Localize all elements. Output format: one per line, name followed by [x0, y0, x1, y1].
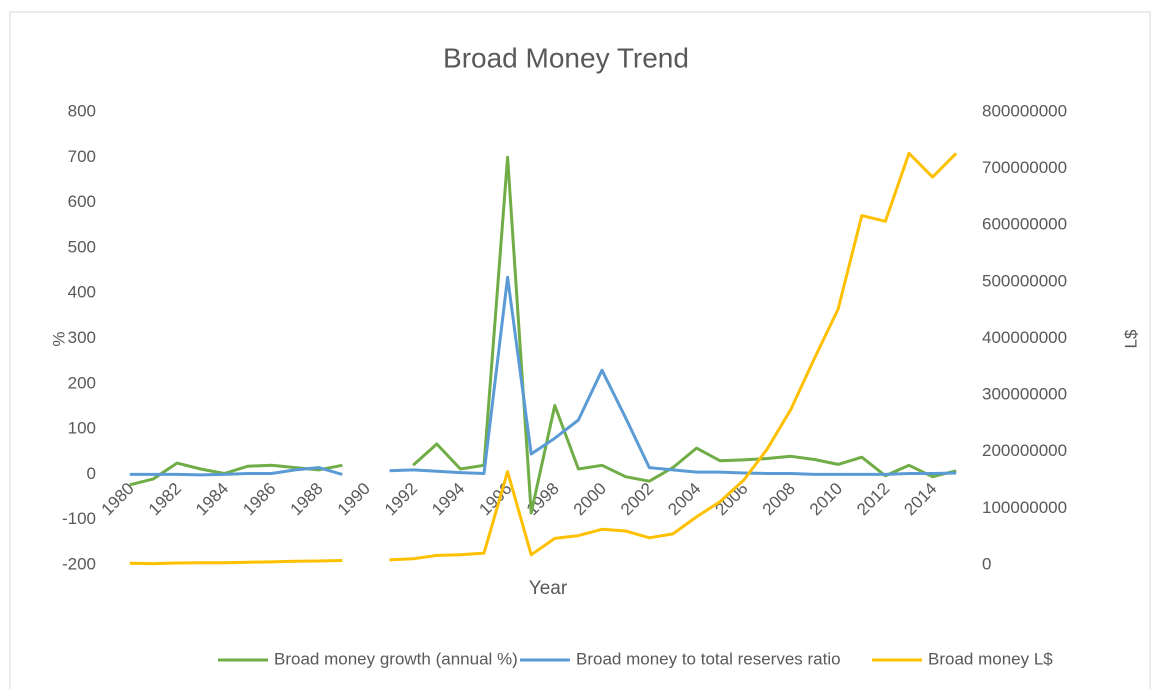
- y2-tick-label: 600000000: [982, 215, 1067, 234]
- y2-tick-label: 500000000: [982, 271, 1067, 290]
- y-tick-label: 700: [68, 147, 96, 166]
- chart-border: [9, 11, 1151, 694]
- legend-label: Broad money to total reserves ratio: [576, 649, 841, 668]
- y2-tick-label: 700000000: [982, 158, 1067, 177]
- y2-tick-label: 200000000: [982, 441, 1067, 460]
- y-tick-label: -200: [62, 554, 96, 573]
- chart-title: Broad Money Trend: [443, 42, 689, 73]
- y2-tick-label: 100000000: [982, 498, 1067, 517]
- y-tick-label: 200: [68, 373, 96, 392]
- y-tick-label: 300: [68, 328, 96, 347]
- y2-tick-label: 0: [982, 554, 991, 573]
- y-tick-label: 100: [68, 419, 96, 438]
- y-tick-label: -100: [62, 509, 96, 528]
- y2-tick-label: 800000000: [982, 101, 1067, 120]
- y-tick-label: 600: [68, 192, 96, 211]
- y-axis-title: %: [49, 331, 68, 346]
- series-line: [129, 151, 958, 566]
- series-line: [129, 275, 957, 477]
- y2-tick-label: 400000000: [982, 328, 1067, 347]
- legend-label: Broad money L$: [928, 649, 1053, 668]
- y-tick-label: 0: [87, 464, 96, 483]
- y-tick-label: 800: [68, 101, 96, 120]
- legend-label: Broad money growth (annual %): [274, 649, 518, 668]
- y2-axis-title: L$: [1121, 329, 1140, 348]
- y2-tick-label: 300000000: [982, 385, 1067, 404]
- y-tick-label: 400: [68, 283, 96, 302]
- x-axis-title: Year: [529, 578, 568, 599]
- y-tick-label: 500: [68, 237, 96, 256]
